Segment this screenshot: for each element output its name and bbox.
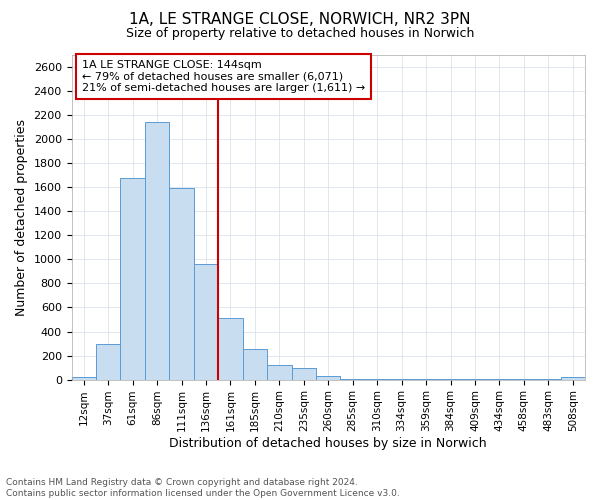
Bar (71, 376, 96, 380)
Text: 1A, LE STRANGE CLOSE, NORWICH, NR2 3PN: 1A, LE STRANGE CLOSE, NORWICH, NR2 3PN (129, 12, 471, 28)
Bar (292, 368, 316, 380)
Bar (218, 318, 242, 380)
Text: Contains HM Land Registry data © Crown copyright and database right 2024.
Contai: Contains HM Land Registry data © Crown c… (6, 478, 400, 498)
Text: 1A LE STRANGE CLOSE: 144sqm
← 79% of detached houses are smaller (6,071)
21% of : 1A LE STRANGE CLOSE: 144sqm ← 79% of det… (82, 60, 365, 93)
Bar (194, 264, 218, 380)
Bar (365, 379, 389, 380)
Bar (169, 188, 194, 380)
Bar (242, 349, 267, 380)
Bar (267, 365, 292, 380)
Bar (96, 344, 121, 380)
X-axis label: Distribution of detached houses by size in Norwich: Distribution of detached houses by size … (169, 437, 487, 450)
Y-axis label: Number of detached properties: Number of detached properties (15, 119, 28, 316)
Bar (121, 178, 145, 380)
Bar (560, 377, 585, 380)
Text: Size of property relative to detached houses in Norwich: Size of property relative to detached ho… (126, 28, 474, 40)
Bar (145, 122, 169, 380)
Bar (316, 376, 340, 380)
Bar (340, 379, 365, 380)
